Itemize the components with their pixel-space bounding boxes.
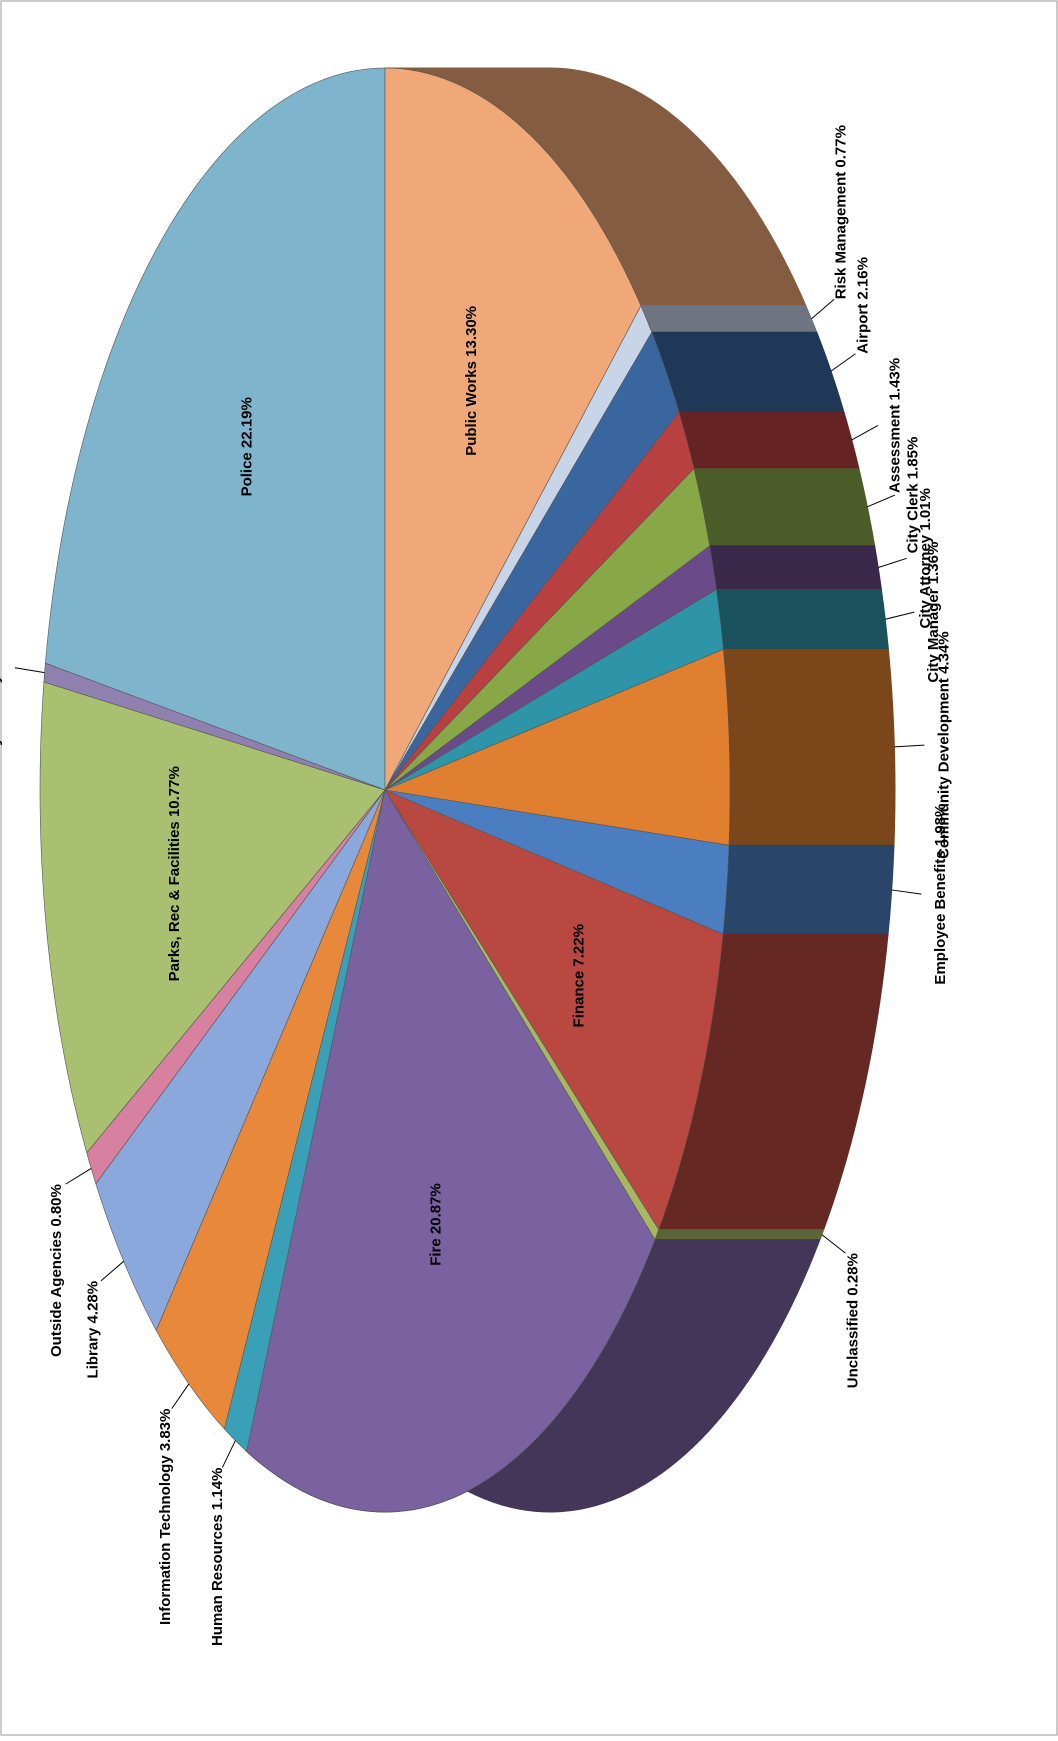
pie-slice <box>39 681 386 1154</box>
category-name: City Attorney <box>917 534 934 628</box>
leader-line <box>867 494 896 508</box>
pie-slice <box>384 331 680 791</box>
pie-slice <box>383 648 731 846</box>
data-label: City Attorney 1.01% <box>917 488 934 628</box>
pie-side <box>678 411 860 470</box>
category-name: City Manager <box>925 588 942 682</box>
leader-line <box>14 667 45 674</box>
data-label: Employee Benefits 1.98% <box>932 804 949 985</box>
category-name: Risk Management <box>833 172 850 300</box>
pie-slice <box>384 468 711 791</box>
pie-slice <box>45 67 386 791</box>
pie-side <box>722 648 896 846</box>
value-label: 7.22% <box>571 924 588 967</box>
data-label: Outside Agencies 0.80% <box>48 1184 65 1357</box>
value-label: 1.14% <box>209 1468 226 1511</box>
value-label: 4.28% <box>84 1281 101 1324</box>
data-label: Community Development 4.34% <box>935 631 952 859</box>
value-label: 3.83% <box>157 1409 174 1452</box>
data-label: City Manager 1.36% <box>925 542 942 683</box>
data-label: Public Works 13.30% <box>463 306 480 456</box>
category-name: Community Development <box>935 678 952 859</box>
leader-line <box>821 1234 846 1254</box>
leader-line <box>885 611 915 620</box>
category-name: City Clerk <box>904 483 921 554</box>
category-name: Library <box>84 1327 101 1379</box>
labels: Police 22.19% Public Works 13.30% Risk Man… <box>0 125 952 1646</box>
category-name: Police <box>239 452 256 496</box>
pie-side <box>693 468 876 547</box>
value-label: 1.85% <box>904 437 921 480</box>
value-label: 20.87% <box>427 1183 444 1234</box>
data-label: Mayor & City Council 0.42% <box>0 569 3 767</box>
value-label: 0.42% <box>0 569 3 612</box>
category-name: Mayor & City Council <box>0 616 3 767</box>
value-label: 1.01% <box>917 488 934 531</box>
pie-slice <box>95 789 386 1332</box>
value-label: 4.34% <box>935 631 952 674</box>
leader-line <box>851 425 879 441</box>
leader-line <box>878 557 907 569</box>
pie-side <box>722 844 895 935</box>
pie-side <box>651 331 845 413</box>
value-label: 0.80% <box>48 1184 65 1227</box>
leader-line <box>891 889 922 895</box>
pie-side <box>654 1229 825 1241</box>
value-label: 13.30% <box>463 306 480 357</box>
pie-sides <box>245 67 896 1513</box>
leader-line <box>65 1167 92 1185</box>
pie-side <box>640 305 818 333</box>
value-label: 1.43% <box>886 358 903 401</box>
category-name: Finance <box>571 971 588 1028</box>
category-name: Airport <box>855 304 872 354</box>
category-name: Fire <box>427 1238 444 1266</box>
data-label: Library 4.28% <box>84 1281 101 1379</box>
leader-line <box>830 353 856 372</box>
value-label: 0.77% <box>833 125 850 168</box>
data-label: Fire 20.87% <box>427 1183 444 1266</box>
value-label: 2.16% <box>855 257 872 300</box>
data-label: Human Resources 1.14% <box>209 1468 226 1646</box>
category-name: Employee Benefits <box>932 850 949 984</box>
category-name: Unclassified <box>844 1300 861 1388</box>
value-label: 1.36% <box>925 542 942 585</box>
category-name: Assessment <box>886 405 903 493</box>
pie-tops <box>39 67 731 1513</box>
pie-side <box>715 588 889 650</box>
pie-slice <box>384 789 724 1231</box>
data-label: Assessment 1.43% <box>886 358 903 493</box>
category-name: Public Works <box>463 361 480 456</box>
category-name: Human Resources <box>209 1514 226 1646</box>
data-label: Airport 2.16% <box>855 257 872 354</box>
data-label: Information Technology 3.83% <box>157 1409 174 1625</box>
value-label: 22.19% <box>239 397 256 448</box>
value-label: 1.98% <box>932 804 949 847</box>
value-label: 0.28% <box>844 1253 861 1296</box>
category-name: Information Technology <box>157 1455 174 1625</box>
leader-line <box>811 298 835 320</box>
pie-side <box>709 545 882 590</box>
data-label: Risk Management 0.77% <box>833 125 850 299</box>
data-label: Unclassified 0.28% <box>844 1253 861 1388</box>
data-label: Parks, Rec & Facilities 10.77% <box>166 766 183 981</box>
pie-slice <box>246 789 656 1513</box>
category-name: Parks, Rec & Facilities <box>166 821 183 981</box>
category-name: Outside Agencies <box>48 1231 65 1357</box>
data-label: City Clerk 1.85% <box>904 437 921 554</box>
data-label: Police 22.19% <box>239 397 256 496</box>
leader-line <box>100 1260 124 1282</box>
pie-slice <box>384 789 730 935</box>
value-label: 10.77% <box>166 766 183 817</box>
leader-line <box>171 1383 190 1409</box>
data-label: Finance 7.22% <box>571 924 588 1027</box>
pie-slice <box>384 67 642 791</box>
leader-line <box>894 744 925 748</box>
leader-line <box>221 1440 236 1468</box>
